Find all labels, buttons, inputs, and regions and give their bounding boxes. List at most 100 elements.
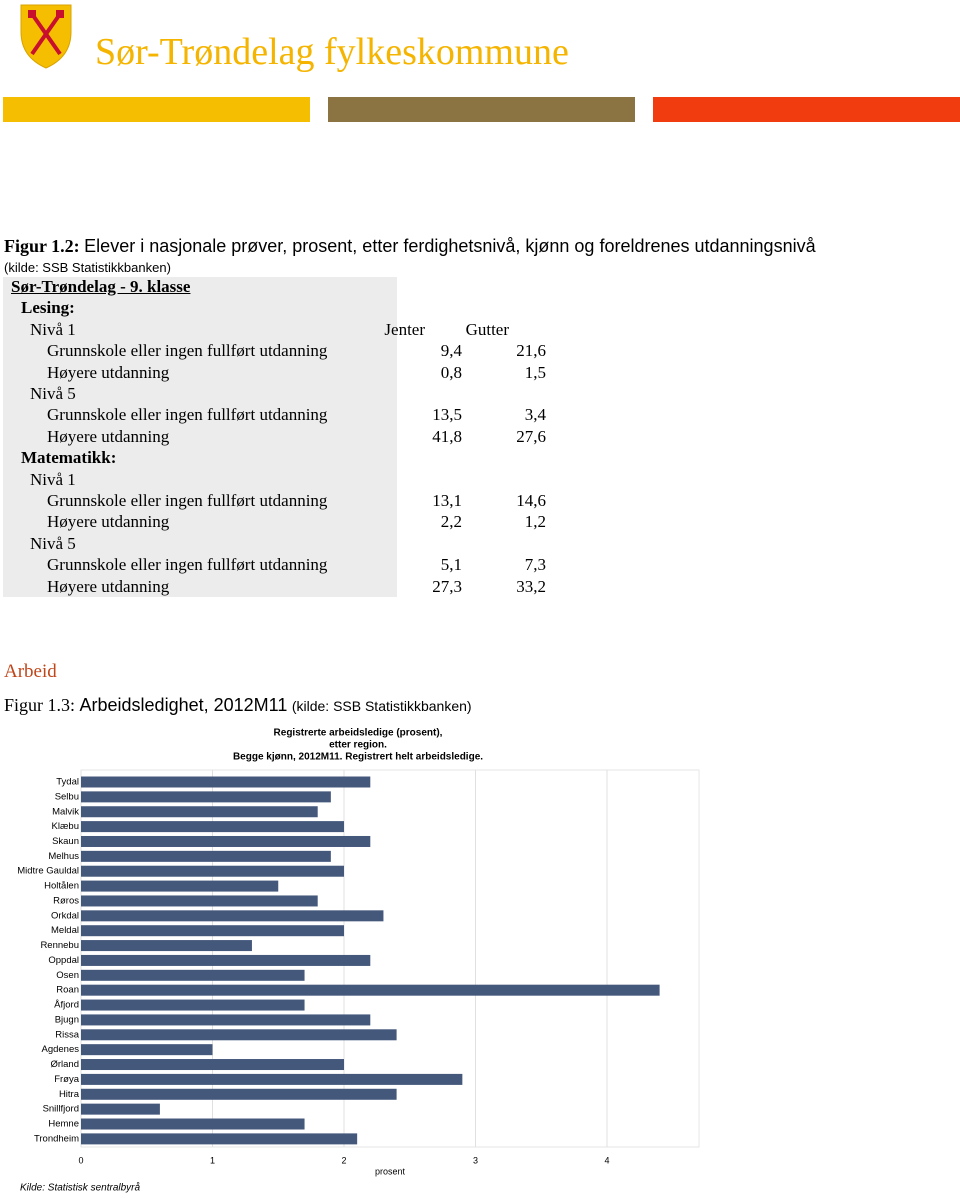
y-tick-label: Trondheim [34,1133,79,1144]
caption: Figur 1.3: Arbeidsledighet, 2012M11 (kil… [4,695,472,716]
row-label: Høyere utdanning [47,512,170,532]
x-tick-label: 1 [210,1155,215,1165]
bar [81,835,371,847]
row-label: Grunnskole eller ingen fullført utdannin… [47,341,328,361]
caption: Figur 1.2: Elever i nasjonale prøver, pr… [4,236,816,257]
caption-label: Figur 1.3: [4,695,76,715]
bar [81,1029,397,1041]
color-band [328,97,635,122]
table: Sør-Trøndelag - 9. klasse Jenter Gutter Le… [3,277,546,597]
bar [81,776,371,788]
row-label: Grunnskole eller ingen fullført utdannin… [47,555,328,575]
caption-label: Figur 1.2: [4,236,80,256]
bar [81,806,318,818]
y-tick-label: Snillfjord [43,1104,79,1115]
bar [81,999,305,1011]
cell: 41,8 [432,426,462,446]
bar [81,969,305,981]
row-label: Høyere utdanning [47,426,170,446]
x-tick-label: 3 [473,1155,478,1165]
y-tick-label: Åfjord [54,1000,79,1011]
row-label: Grunnskole eller ingen fullført utdannin… [47,491,328,510]
bar [81,1133,358,1145]
y-tick-label: Selbu [55,791,79,802]
row-label: Matematikk: [21,448,117,468]
logo [20,4,72,69]
cell: 2,2 [440,512,462,532]
cell: 27,6 [516,426,546,446]
bar [81,954,371,966]
bar [81,1103,160,1115]
x-tick-label: 4 [604,1155,609,1165]
caption-source: (kilde: SSB Statistikkbanken) [4,260,171,275]
row-label: Nivå 5 [30,384,76,403]
cell: 13,5 [432,405,462,425]
x-tick-label: 2 [341,1155,346,1165]
y-tick-label: Hemne [48,1119,79,1130]
bar [81,984,660,996]
bar [81,850,331,862]
y-tick-label: Bjugn [55,1014,79,1025]
y-tick-label: Frøya [54,1074,80,1085]
row-label: Lesing: [21,298,75,318]
row-label: Høyere utdanning [47,362,170,382]
bar [81,821,344,833]
chart-title: Registrerte arbeidsledige (prosent), [274,728,443,739]
cell: 3,4 [524,405,546,425]
y-tick-label: Meldal [51,925,79,936]
bar [81,1059,344,1071]
header-title: Sør-Trøndelag fylkeskommune [95,31,569,73]
bar [81,1014,371,1026]
y-tick-label: Røros [53,895,79,906]
column-header: Gutter [465,319,509,339]
bar [81,865,344,877]
y-tick-label: Orkdal [51,910,79,921]
bar [81,1088,397,1100]
y-tick-label: Osen [56,970,79,981]
cell: 0,8 [440,362,462,382]
row-label: Grunnskole eller ingen fullført utdannin… [47,405,328,425]
row-label: Nivå 5 [30,533,76,553]
y-tick-label: Ørland [50,1059,79,1070]
bar [81,791,331,803]
bar [81,1073,463,1085]
bar [81,880,279,892]
row-label: Nivå 1 [30,469,76,489]
caption-text: Arbeidsledighet, 2012M11 [79,695,288,715]
row-label: Nivå 1 [30,319,76,339]
cell: 5,1 [440,555,462,575]
cell: 14,6 [516,491,546,510]
x-tick-label: 0 [78,1155,83,1165]
color-band [653,97,960,122]
chart-title: Begge kjønn, 2012M11. Registrert helt ar… [233,752,483,763]
y-tick-label: Melhus [48,851,79,862]
cell: 1,2 [524,512,546,532]
cell: 7,3 [524,555,546,575]
row-label: Høyere utdanning [47,576,170,596]
y-tick-label: Rissa [55,1029,79,1040]
column-header: Jenter [384,319,425,339]
y-tick-label: Midtre Gauldal [17,866,79,877]
cell: 13,1 [432,491,462,510]
chart-title: etter region. [329,740,387,751]
bar [81,910,384,922]
y-tick-label: Klæbu [52,821,79,832]
caption-text: Elever i nasjonale prøver, prosent, ette… [84,236,816,256]
bar [81,1044,213,1056]
y-tick-label: Hitra [59,1089,80,1100]
cell: 33,2 [516,576,546,596]
cell: 1,5 [524,362,546,382]
table-heading: Sør-Trøndelag - 9. klasse [11,277,191,296]
x-axis-label: prosent [375,1166,406,1176]
chart-source: Kilde: Statistisk sentralbyrå [20,1182,140,1194]
y-tick-label: Malvik [52,806,79,817]
color-band [3,97,310,122]
y-tick-label: Oppdal [48,955,79,966]
cell: 27,3 [432,576,462,596]
cell: 21,6 [516,341,546,361]
y-tick-label: Tydal [56,777,79,788]
y-tick-label: Skaun [52,836,79,847]
y-tick-label: Holtålen [44,881,79,892]
section-heading: Arbeid [4,661,57,682]
